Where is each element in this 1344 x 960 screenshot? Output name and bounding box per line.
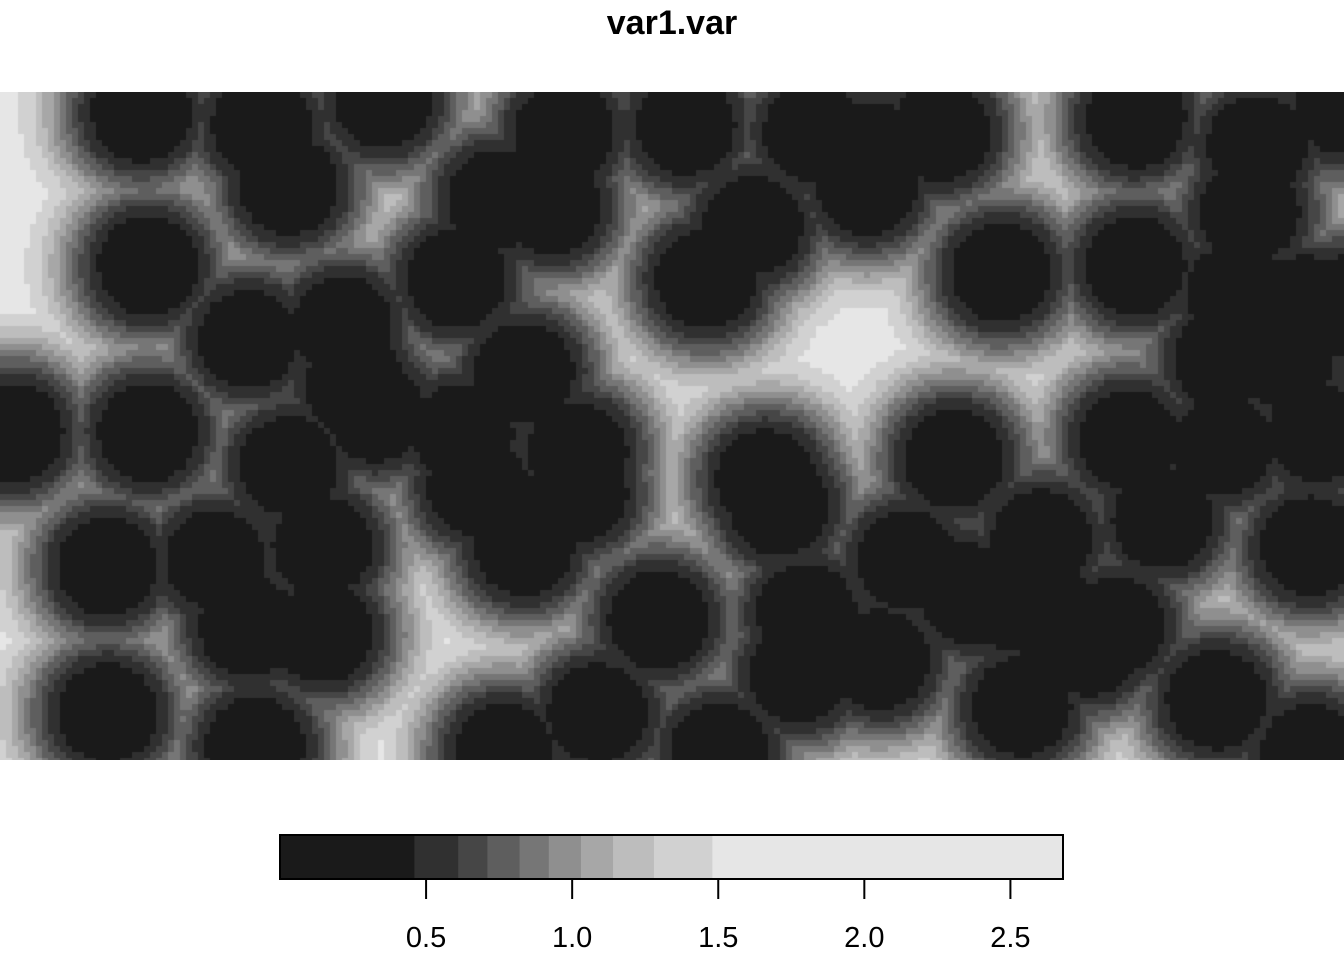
colorbar-ticks: 0.5 1.0 1.5 2.0 2.5 [406,879,1031,954]
colorbar-tick-label: 2.0 [844,922,884,954]
colorbar-tick-label: 0.5 [406,922,446,954]
colorbar-block [458,835,488,879]
variance-raster [0,92,1344,760]
colorbar-legend: 0.5 1.0 1.5 2.0 2.5 [279,834,1064,954]
colorbar-block [487,835,521,879]
colorbar-tick-label: 1.0 [552,922,592,954]
colorbar-tick-label: 2.5 [990,922,1030,954]
colorbar-block [280,835,415,879]
colorbar-frame [279,834,1064,880]
colorbar-tick-label: 1.5 [698,922,738,954]
colorbar-block [653,835,713,879]
colorbar-blocks [280,835,1064,879]
colorbar-block [414,835,459,879]
colorbar-block [613,835,655,879]
colorbar-block [712,835,1064,879]
chart-title: var1.var [606,4,738,42]
colorbar-block [580,835,614,879]
colorbar-block [519,835,550,879]
colorbar-block [548,835,582,879]
